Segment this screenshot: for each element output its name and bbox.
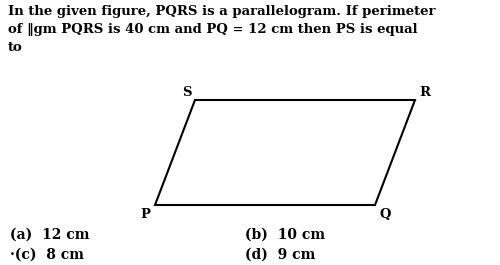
Text: (d)  9 cm: (d) 9 cm	[245, 248, 316, 262]
Text: R: R	[420, 86, 430, 99]
Text: ·(c)  8 cm: ·(c) 8 cm	[10, 248, 84, 262]
Text: In the given figure, PQRS is a parallelogram. If perimeter: In the given figure, PQRS is a parallelo…	[8, 5, 436, 18]
Text: (b)  10 cm: (b) 10 cm	[245, 228, 325, 242]
Text: of ‖gm PQRS is 40 cm and PQ = 12 cm then PS is equal: of ‖gm PQRS is 40 cm and PQ = 12 cm then…	[8, 23, 418, 36]
Text: S: S	[182, 86, 192, 99]
Text: (a)  12 cm: (a) 12 cm	[10, 228, 90, 242]
Text: to: to	[8, 41, 23, 54]
Text: P: P	[140, 209, 150, 222]
Text: Q: Q	[380, 209, 391, 222]
